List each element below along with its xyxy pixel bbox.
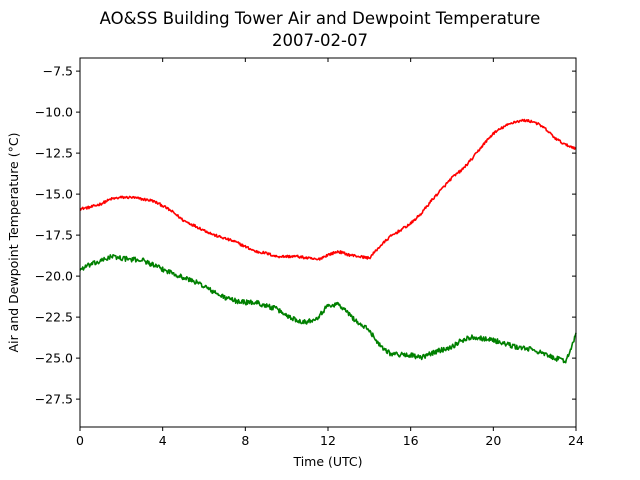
y-axis-label: Air and Dewpoint Temperature (°C) (6, 133, 21, 353)
x-axis-label: Time (UTC) (292, 454, 362, 469)
y-tick-label: −22.5 (35, 310, 73, 325)
y-tick-label: −17.5 (35, 228, 73, 243)
y-axis-ticks: −27.5 −25.0 −22.5 −20.0 −17.5 −15.0 −12.5 −10.0… (35, 64, 576, 407)
chart-subtitle: 2007-02-07 (272, 31, 368, 50)
series-layer (79, 118, 577, 364)
x-tick-label: 16 (403, 433, 419, 448)
y-tick-label: −7.5 (43, 64, 73, 79)
y-tick-label: −10.0 (35, 105, 73, 120)
x-axis-ticks: 0 4 8 12 16 20 24 (76, 58, 584, 448)
x-tick-label: 0 (76, 433, 84, 448)
x-tick-label: 20 (485, 433, 501, 448)
x-tick-label: 8 (241, 433, 249, 448)
x-tick-label: 4 (159, 433, 167, 448)
y-tick-label: −27.5 (35, 392, 73, 407)
y-tick-label: −12.5 (35, 146, 73, 161)
y-tick-label: −15.0 (35, 187, 73, 202)
series-line-2 (79, 254, 577, 364)
y-tick-label: −20.0 (35, 269, 73, 284)
plot-background (80, 58, 576, 427)
x-tick-label: 24 (568, 433, 584, 448)
x-tick-label: 12 (320, 433, 336, 448)
y-tick-label: −25.0 (35, 351, 73, 366)
series-line-1 (79, 118, 577, 261)
chart-title: AO&SS Building Tower Air and Dewpoint Te… (100, 9, 541, 28)
plot-area (79, 57, 577, 428)
